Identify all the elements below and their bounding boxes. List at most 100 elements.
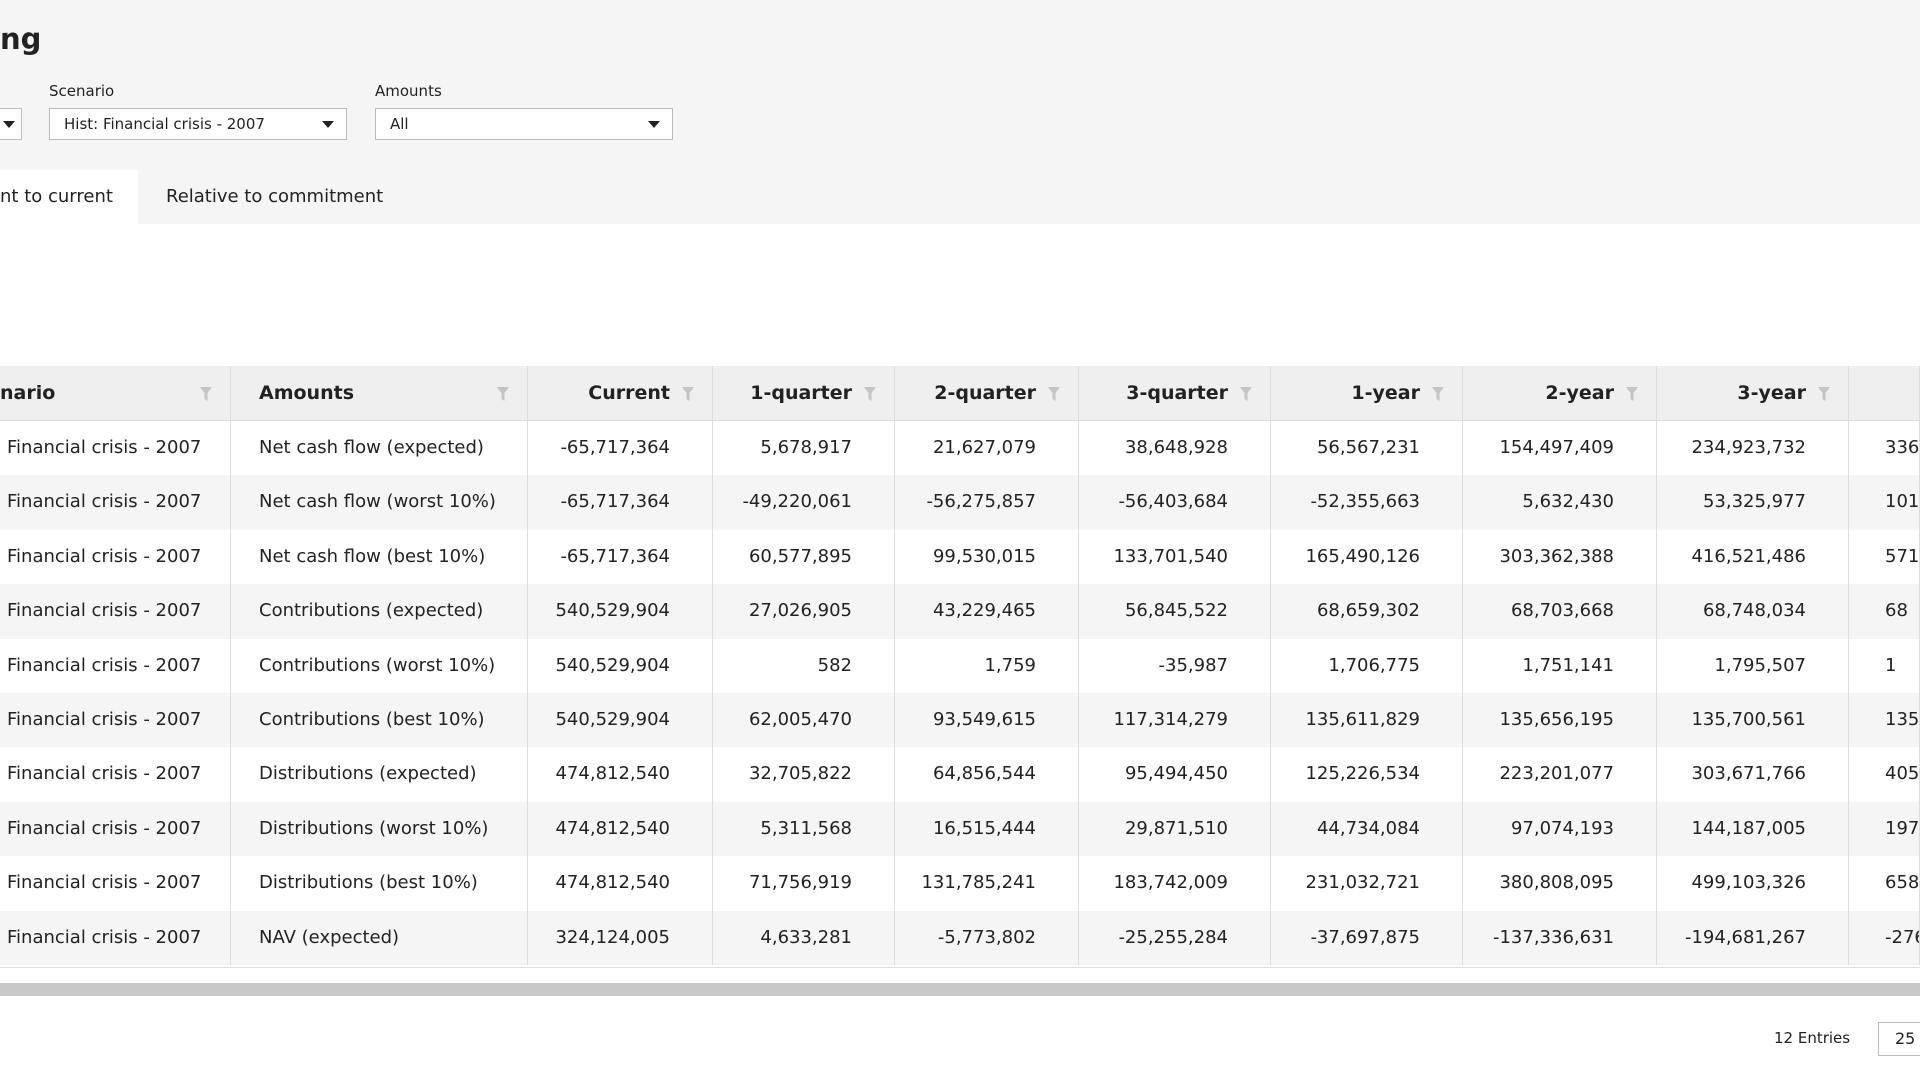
table-cell: 405	[1849, 747, 1920, 802]
table-cell: 135,611,829	[1271, 693, 1463, 748]
table-cell: 380,808,095	[1463, 856, 1657, 911]
table-cell: 125,226,534	[1271, 747, 1463, 802]
table-cell: 197	[1849, 801, 1920, 857]
column-header[interactable]: Amounts	[231, 366, 528, 421]
table-cell: 131,785,241	[895, 856, 1079, 911]
table-cell: 474,812,540	[528, 801, 713, 857]
dropdown[interactable]	[0, 108, 22, 140]
tab[interactable]: nt to current	[0, 170, 138, 224]
filter-icon[interactable]	[1432, 387, 1444, 401]
table-cell: 135,700,561	[1657, 693, 1849, 748]
table-cell: -65,717,364	[528, 529, 713, 585]
table-cell: 117,314,279	[1079, 693, 1271, 748]
dropdown-value: Hist: Financial crisis - 2007	[64, 115, 265, 133]
table-cell: 43,229,465	[895, 584, 1079, 639]
table-cell: Net cash flow (expected)	[231, 421, 528, 476]
dropdown[interactable]: All	[375, 108, 673, 140]
filter-icon[interactable]	[864, 387, 876, 401]
filter-icon[interactable]	[1818, 387, 1830, 401]
table-cell: 5,311,568	[713, 801, 895, 857]
table-cell: 416,521,486	[1657, 529, 1849, 585]
table-cell: 474,812,540	[528, 856, 713, 911]
table-cell: Financial crisis - 2007	[0, 856, 231, 911]
table-cell: 4,633,281	[713, 910, 895, 965]
table-cell: -5,773,802	[895, 910, 1079, 965]
filter-icon[interactable]	[682, 387, 694, 401]
table-cell: Financial crisis - 2007	[0, 801, 231, 857]
table-cell: Contributions (best 10%)	[231, 693, 528, 748]
column-header[interactable]: 2-year	[1463, 366, 1657, 421]
table-cell: -37,697,875	[1271, 910, 1463, 965]
filter-label: Scenario	[49, 82, 115, 100]
table-cell: 27,026,905	[713, 584, 895, 639]
table-cell: 133,701,540	[1079, 529, 1271, 585]
column-header[interactable]: 2-quarter	[895, 366, 1079, 421]
column-header[interactable]: 1-quarter	[713, 366, 895, 421]
filter-icon[interactable]	[1626, 387, 1638, 401]
table-cell: 32,705,822	[713, 747, 895, 802]
filter-label: Amounts	[375, 82, 442, 100]
page-size[interactable]: 25	[1878, 1022, 1920, 1056]
dropdown[interactable]: Hist: Financial crisis - 2007	[49, 108, 347, 140]
table-cell: 5,678,917	[713, 421, 895, 476]
table-cell: 1,751,141	[1463, 638, 1657, 693]
filter-icon[interactable]	[1048, 387, 1060, 401]
table-cell: 101	[1849, 475, 1920, 530]
table-cell: 231,032,721	[1271, 856, 1463, 911]
table-cell: 97,074,193	[1463, 801, 1657, 857]
table-cell: 53,325,977	[1657, 475, 1849, 530]
column-header[interactable]	[1849, 366, 1920, 421]
table-cell: 144,187,005	[1657, 801, 1849, 857]
table-cell: -65,717,364	[528, 421, 713, 476]
entry-count: 12 Entries	[1774, 1029, 1851, 1047]
filter-icon[interactable]	[497, 387, 509, 401]
scrollbar[interactable]	[0, 983, 1920, 996]
column-header[interactable]: 3-year	[1657, 366, 1849, 421]
table-cell: Contributions (worst 10%)	[231, 638, 528, 693]
table-cell: -137,336,631	[1463, 910, 1657, 965]
table-cell: 99,530,015	[895, 529, 1079, 585]
column-header[interactable]: nario	[0, 366, 231, 421]
table-cell: 223,201,077	[1463, 747, 1657, 802]
column-header[interactable]: 1-year	[1271, 366, 1463, 421]
table-cell: Distributions (best 10%)	[231, 856, 528, 911]
table-cell: Financial crisis - 2007	[0, 421, 231, 476]
table-cell: Financial crisis - 2007	[0, 475, 231, 530]
table-cell: -25,255,284	[1079, 910, 1271, 965]
table-cell: 1,706,775	[1271, 638, 1463, 693]
table-cell: 56,567,231	[1271, 421, 1463, 476]
table-cell: Financial crisis - 2007	[0, 747, 231, 802]
table-cell: -56,403,684	[1079, 475, 1271, 530]
column-header[interactable]: Current	[528, 366, 713, 421]
data-table: nario Amounts Current 1-quarter 2-quarter 3-q…	[0, 366, 1920, 968]
table-cell: -35,987	[1079, 638, 1271, 693]
table-cell: Net cash flow (best 10%)	[231, 529, 528, 585]
dropdown-value: All	[390, 115, 409, 133]
table-cell: 324,124,005	[528, 910, 713, 965]
column-header[interactable]: 3-quarter	[1079, 366, 1271, 421]
table-cell: 303,362,388	[1463, 529, 1657, 585]
table-cell: -56,275,857	[895, 475, 1079, 530]
table-cell: 499,103,326	[1657, 856, 1849, 911]
table-cell: 44,734,084	[1271, 801, 1463, 857]
table-cell: 16,515,444	[895, 801, 1079, 857]
table-cell: 62,005,470	[713, 693, 895, 748]
table-cell: 165,490,126	[1271, 529, 1463, 585]
table-cell: Financial crisis - 2007	[0, 693, 231, 748]
table-cell: 135,656,195	[1463, 693, 1657, 748]
table-cell: Net cash flow (worst 10%)	[231, 475, 528, 530]
table-cell: Financial crisis - 2007	[0, 910, 231, 965]
table-cell: 571	[1849, 529, 1920, 585]
table-cell: 29,871,510	[1079, 801, 1271, 857]
table-cell: 474,812,540	[528, 747, 713, 802]
tab[interactable]: Relative to commitment	[166, 186, 384, 207]
table-cell: 68,748,034	[1657, 584, 1849, 639]
filter-icon[interactable]	[1240, 387, 1252, 401]
table-cell: 540,529,904	[528, 638, 713, 693]
table-cell: 68,659,302	[1271, 584, 1463, 639]
filter-icon[interactable]	[200, 387, 212, 401]
table-cell: 1,795,507	[1657, 638, 1849, 693]
table-cell: 21,627,079	[895, 421, 1079, 476]
table-cell: NAV (expected)	[231, 910, 528, 965]
